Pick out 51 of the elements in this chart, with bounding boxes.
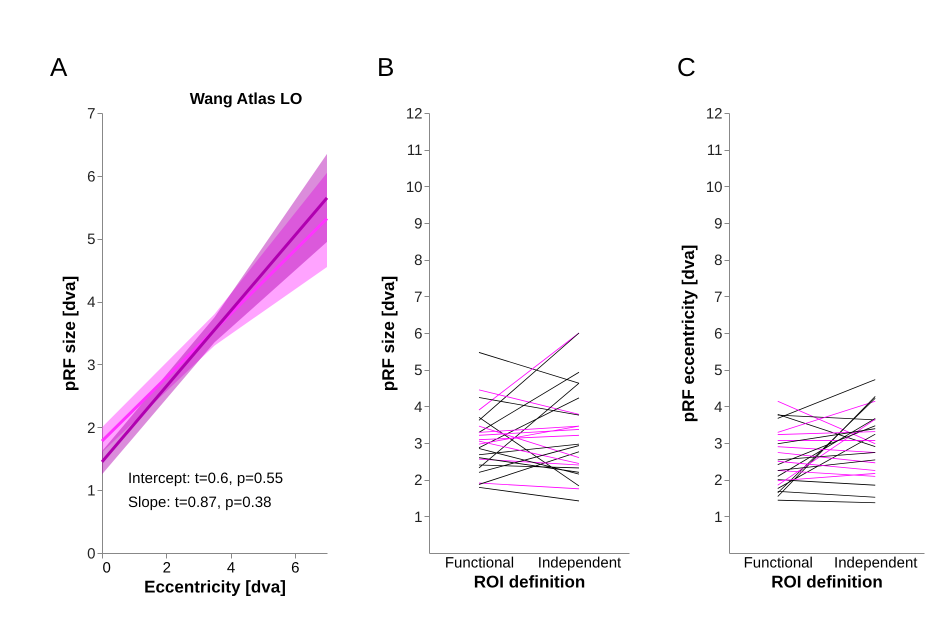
y-tick-label: 2 (87, 420, 96, 437)
y-tick-label: 4 (87, 294, 96, 312)
annotation: Intercept: t=0.6, p=0.55 (128, 470, 284, 487)
y-tick-label: 2 (414, 472, 422, 490)
y-tick-label: 9 (714, 216, 722, 232)
x-axis-title: ROI definition (474, 572, 586, 592)
y-tick-label: 6 (87, 168, 96, 186)
x-tick-label: Independent (834, 554, 918, 572)
y-tick-label: 11 (706, 142, 722, 160)
y-tick-label: 3 (87, 356, 96, 374)
y-tick-label: 6 (714, 326, 722, 342)
y-tick-label: 10 (406, 178, 422, 196)
y-tick-label: 12 (406, 106, 422, 122)
y-tick-label: 2 (714, 472, 722, 490)
annotation: Slope: t=0.87, p=0.38 (128, 494, 272, 511)
y-tick-label: 8 (414, 252, 422, 270)
y-axis-title: pRF size [dva] (378, 276, 398, 392)
y-tick-label: 3 (714, 436, 722, 452)
x-tick-label: 2 (162, 560, 171, 576)
y-tick-label: 1 (414, 508, 422, 526)
y-tick-label: 1 (87, 482, 96, 500)
y-tick-label: 7 (87, 106, 96, 122)
y-tick-label: 4 (714, 398, 722, 416)
y-tick-label: 4 (414, 398, 422, 416)
y-tick-label: 1 (714, 508, 722, 526)
x-tick-label: Functional (744, 554, 813, 572)
x-tick-label: 0 (102, 560, 111, 576)
y-tick-label: 3 (414, 436, 422, 452)
y-tick-label: 8 (714, 252, 722, 270)
text: B (377, 52, 394, 82)
chart-title: Wang Atlas LO (190, 91, 302, 108)
y-tick-label: 10 (706, 178, 722, 196)
y-tick-label: 7 (414, 288, 422, 306)
y-tick-label: 6 (414, 326, 422, 342)
x-tick-label: Functional (444, 554, 514, 572)
x-axis-title: Eccentricity [dva] (144, 578, 286, 596)
x-tick-label: Independent (538, 554, 622, 572)
y-tick-label: 5 (414, 362, 422, 380)
y-tick-label: 9 (414, 216, 422, 232)
x-tick-label: 6 (291, 560, 300, 576)
text: A (50, 52, 68, 82)
x-tick-label: 4 (226, 560, 236, 576)
y-tick-label: 5 (87, 231, 96, 248)
y-tick-label: 7 (714, 288, 722, 306)
text: C (677, 52, 696, 82)
x-axis-title: ROI definition (771, 572, 883, 592)
y-tick-label: 12 (706, 106, 722, 122)
y-axis-title: pRF size [dva] (60, 276, 80, 392)
y-axis-title: pRF eccentricity [dva] (678, 244, 698, 422)
y-tick-label: 11 (406, 142, 422, 160)
y-tick-label: 5 (714, 362, 722, 380)
